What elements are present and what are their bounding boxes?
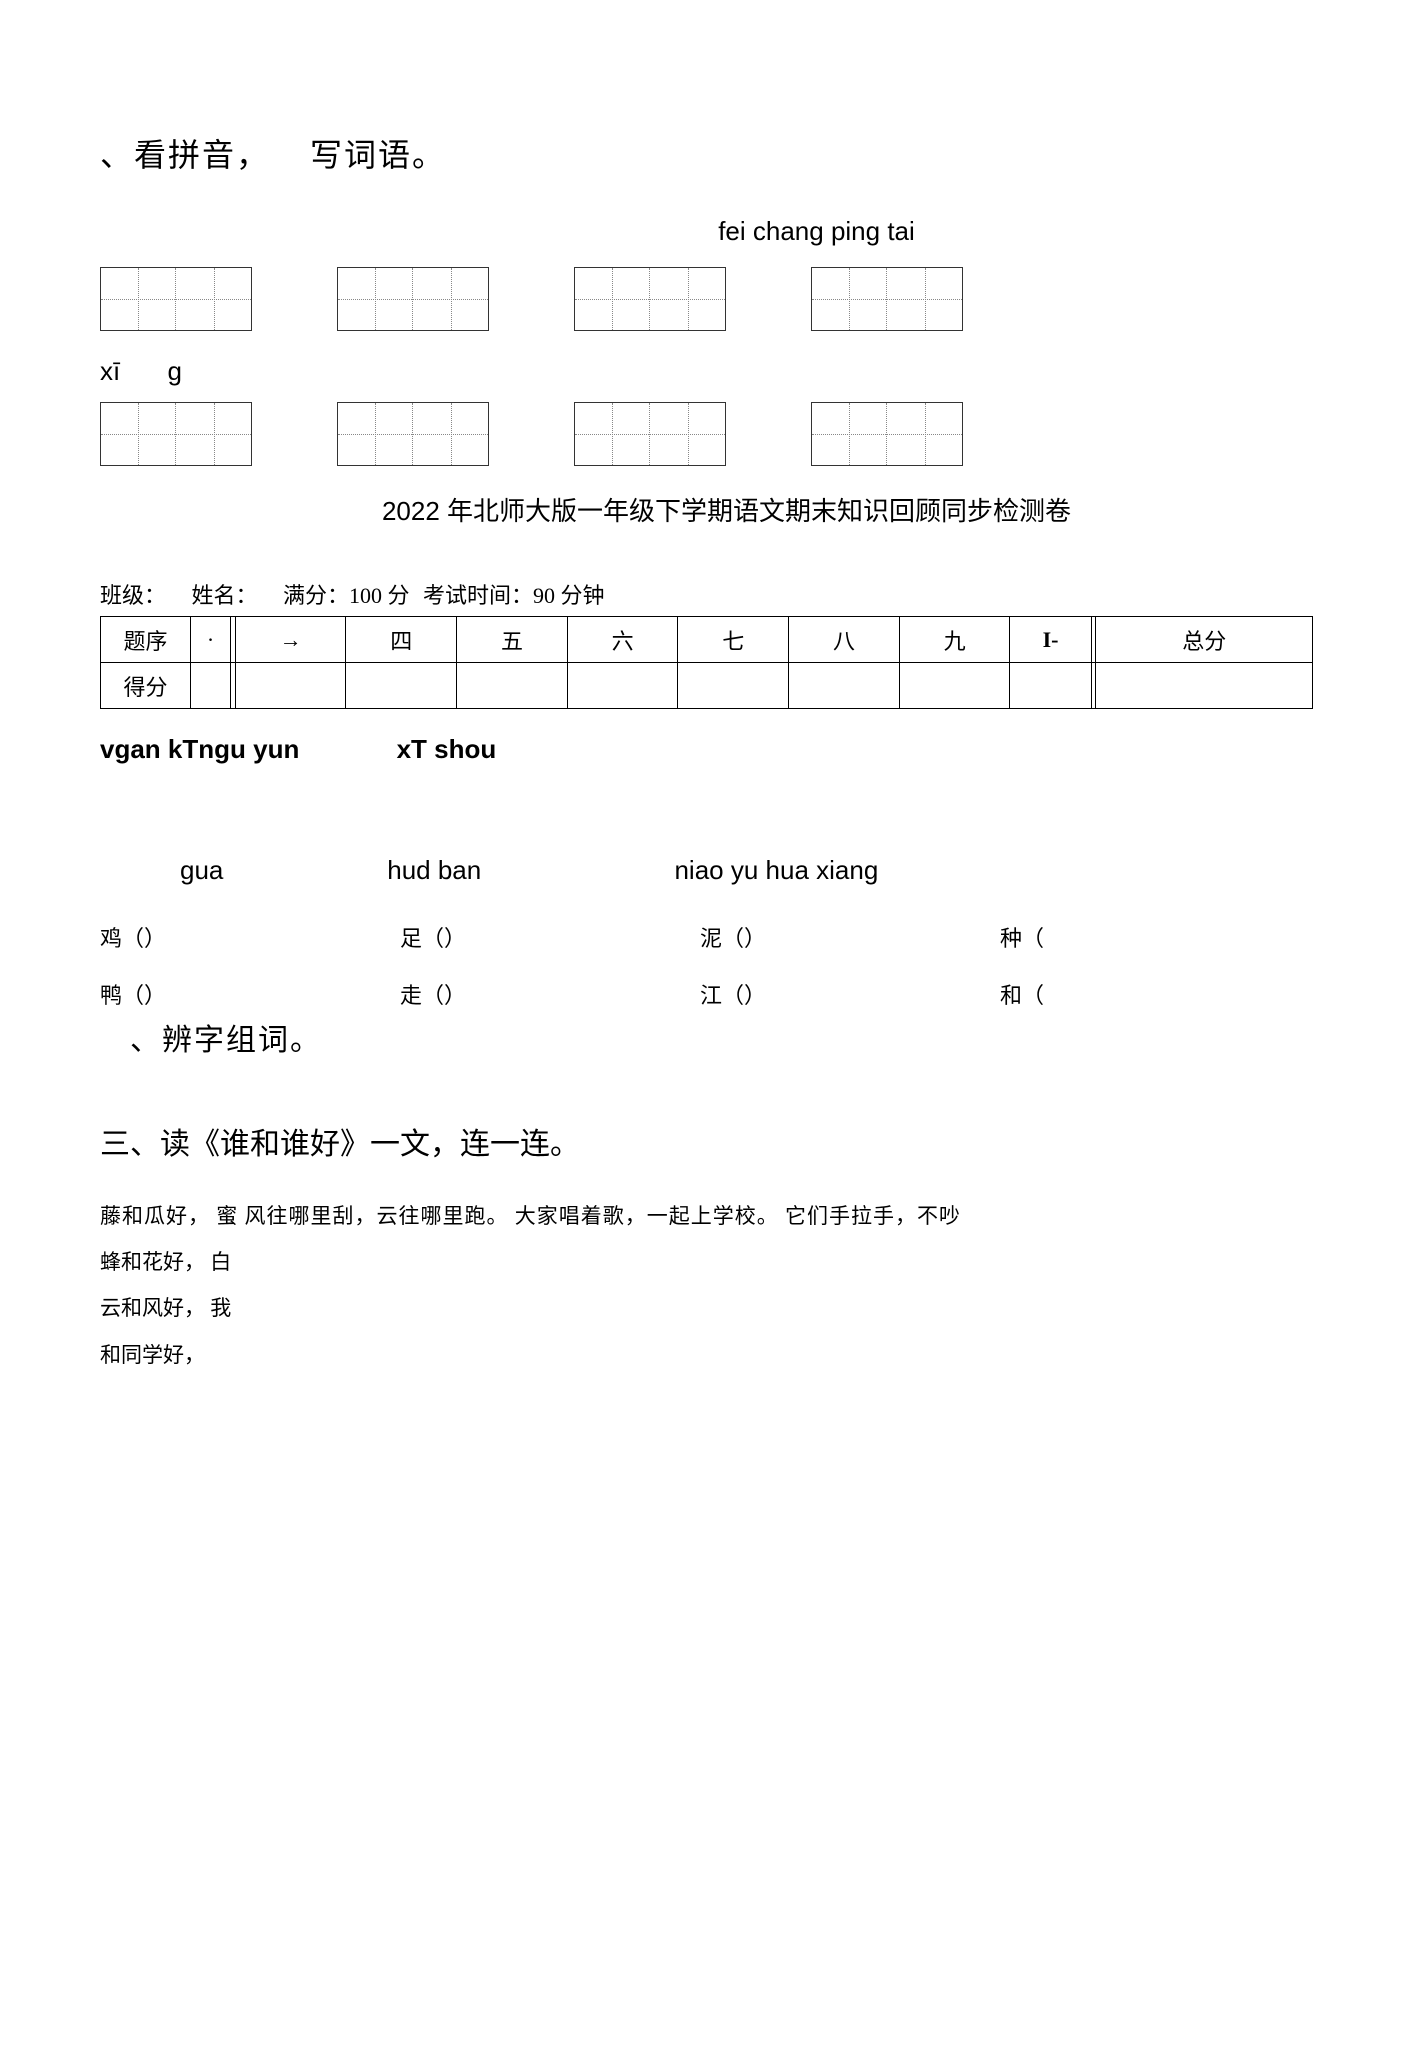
score-cell: [789, 663, 900, 709]
score-cell: [191, 663, 231, 709]
score-cell: [235, 663, 346, 709]
tianzige-cell: [413, 268, 488, 330]
score-col: 八: [789, 617, 900, 663]
score-col: 四: [346, 617, 457, 663]
score-col: 九: [899, 617, 1010, 663]
tianzige-pair: [574, 267, 726, 331]
score-cell: [1010, 663, 1091, 709]
tianzige-cell: [812, 403, 887, 465]
tianzige-pair: [337, 402, 489, 466]
tianzige-pair: [574, 402, 726, 466]
tianzige-cell: [176, 403, 251, 465]
char-row-2: 鸭（） 走（） 江（） 和（: [100, 978, 1313, 1010]
score-cell: [899, 663, 1010, 709]
pinyin-xi-line: xī ɡ: [100, 356, 1313, 387]
score-col: 六: [567, 617, 678, 663]
prose-line-3: 云和风好， 我: [100, 1285, 1313, 1331]
score-cell: [346, 663, 457, 709]
tianzige-cell: [650, 268, 725, 330]
score-cell: [1096, 663, 1313, 709]
score-cell: [567, 663, 678, 709]
char-cell: 和（: [1000, 978, 1300, 1010]
tianzige-pair: [100, 267, 252, 331]
name-label: 姓名：: [192, 583, 258, 608]
tianzige-row-2: [100, 402, 1313, 466]
tianzige-pair: [337, 267, 489, 331]
tianzige-cell: [413, 403, 488, 465]
score-col: 七: [678, 617, 789, 663]
tianzige-cell: [338, 268, 413, 330]
section-3-heading: 三、读《谁和谁好》一文，连一连。: [100, 1119, 1313, 1163]
pinyin-xi: xī: [100, 356, 120, 386]
char-cell: 泥（）: [700, 921, 1000, 953]
score-col: 五: [457, 617, 568, 663]
score-col: 总分: [1096, 617, 1313, 663]
tianzige-pair: [811, 267, 963, 331]
prose-line-1: 藤和瓜好， 蜜 风往哪里刮，云往哪里跑。 大家唱着歌，一起上学校。 它们手拉手，…: [100, 1193, 1313, 1239]
section-2-heading: 、辨字组词。: [100, 1015, 1313, 1059]
prose-line-4: 和同学好，: [100, 1332, 1313, 1378]
tianzige-pair: [811, 402, 963, 466]
section-1-suffix: 写词语。: [310, 137, 446, 173]
tianzige-cell: [650, 403, 725, 465]
meta-line: 班级： 姓名： 满分：100 分 考试时间：90 分钟: [100, 578, 1313, 610]
score-col: ·: [191, 617, 231, 663]
score-col: I-: [1010, 617, 1091, 663]
tianzige-cell: [812, 268, 887, 330]
pinyin-row-3: gua hud ban niao yu hua xiang: [100, 855, 1313, 886]
section-1-prefix: 、看拼音，: [100, 137, 270, 173]
tianzige-cell: [575, 403, 650, 465]
char-cell: 种（: [1000, 921, 1300, 953]
char-cell: 鸭（）: [100, 978, 400, 1010]
pinyin-mix-row: vgan kTngu yun xT shou: [100, 734, 1313, 765]
score-header-label: 题序: [101, 617, 191, 663]
tianzige-cell: [887, 268, 962, 330]
tianzige-cell: [101, 403, 176, 465]
pinyin-g: ɡ: [167, 356, 181, 386]
pinyin-mix-b: xT shou: [397, 734, 497, 764]
document-title: 2022 年北师大版一年级下学期语文期末知识回顾同步检测卷: [100, 491, 1313, 528]
section-1-heading: 、看拼音， 写词语。: [100, 130, 1313, 176]
char-cell: 鸡（）: [100, 921, 400, 953]
examtime-label: 考试时间：90 分钟: [423, 583, 605, 608]
tianzige-cell: [101, 268, 176, 330]
tianzige-cell: [176, 268, 251, 330]
pinyin3-a: gua: [180, 855, 380, 886]
prose-line-2: 蜂和花好， 白: [100, 1239, 1313, 1285]
class-label: 班级：: [100, 583, 166, 608]
tianzige-cell: [887, 403, 962, 465]
score-col: →: [235, 617, 346, 663]
score-header-row: 题序 · → 四 五 六 七 八 九 I- 总分: [101, 617, 1313, 663]
score-cell: [678, 663, 789, 709]
score-value-row: 得分: [101, 663, 1313, 709]
pinyin3-c: niao yu hua xiang: [674, 855, 878, 886]
score-value-label: 得分: [101, 663, 191, 709]
tianzige-row-1: [100, 267, 1313, 331]
tianzige-cell: [575, 268, 650, 330]
pinyin3-b: hud ban: [387, 855, 667, 886]
char-cell: 江（）: [700, 978, 1000, 1010]
prose-block: 藤和瓜好， 蜜 风往哪里刮，云往哪里跑。 大家唱着歌，一起上学校。 它们手拉手，…: [100, 1193, 1313, 1378]
score-cell: [457, 663, 568, 709]
fullmarks-label: 满分：100 分: [283, 583, 410, 608]
char-row-1: 鸡（） 足（） 泥（） 种（: [100, 921, 1313, 953]
char-cell: 走（）: [400, 978, 700, 1010]
tianzige-pair: [100, 402, 252, 466]
char-cell: 足（）: [400, 921, 700, 953]
pinyin-mix-a: vgan kTngu yun: [100, 734, 299, 764]
score-table: 题序 · → 四 五 六 七 八 九 I- 总分 得分: [100, 616, 1313, 709]
pinyin-line-1: fei chang ping tai: [100, 216, 1313, 247]
tianzige-cell: [338, 403, 413, 465]
